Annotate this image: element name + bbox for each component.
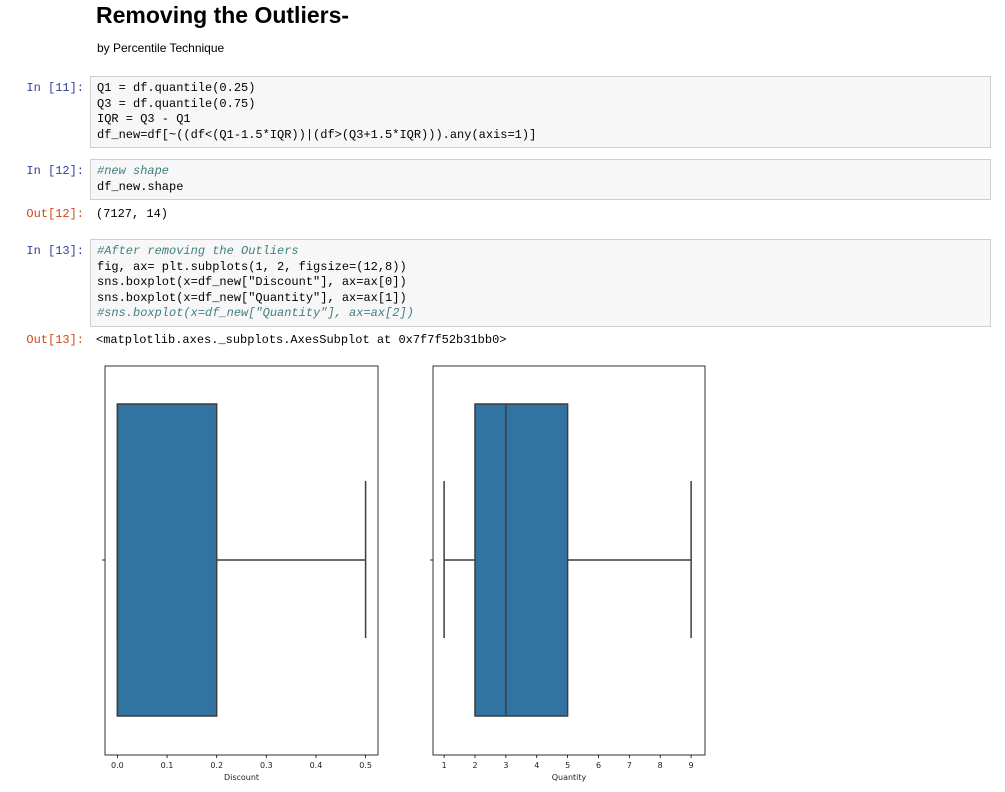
x-tick-label: 8 xyxy=(658,761,663,770)
code-line: fig, ax= plt.subplots(1, 2, figsize=(12,… xyxy=(97,259,407,274)
code-line: IQR = Q3 - Q1 xyxy=(97,112,191,126)
code-line: #new shape xyxy=(97,164,170,178)
code-cell: #After removing the Outliers fig, ax= plt… xyxy=(90,239,991,327)
x-tick-label: 0.0 xyxy=(111,761,124,770)
code-line: Q3 = df.quantile(0.75) xyxy=(97,96,256,111)
code-line: #After removing the Outliers xyxy=(97,244,299,258)
x-axis-label: Quantity xyxy=(552,773,587,782)
input-prompt: In [12]: xyxy=(26,164,84,178)
code-line: df_new.shape xyxy=(97,179,184,194)
output-prompt: Out[13]: xyxy=(26,333,84,347)
code-cell: #new shape df_new.shape xyxy=(90,159,991,200)
x-tick-label: 2 xyxy=(472,761,477,770)
code-line: sns.boxplot(x=df_new["Quantity"], ax=ax[… xyxy=(97,290,407,305)
code-line: #sns.boxplot(x=df_new["Quantity"], ax=ax… xyxy=(97,306,414,320)
output-prompt: Out[12]: xyxy=(26,207,84,221)
axes-frame xyxy=(104,365,379,756)
x-tick-label: 7 xyxy=(627,761,632,770)
input-prompt: In [11]: xyxy=(26,81,84,95)
input-prompt: In [13]: xyxy=(26,244,84,258)
x-tick-label: 0.1 xyxy=(161,761,174,770)
output-text: <matplotlib.axes._subplots.AxesSubplot a… xyxy=(96,333,507,347)
box xyxy=(116,403,218,717)
x-tick-label: 1 xyxy=(442,761,447,770)
code-line: df_new=df[~((df<(Q1-1.5*IQR))|(df>(Q3+1.… xyxy=(97,127,537,142)
axes-frame xyxy=(432,365,706,756)
x-axis-label: Discount xyxy=(224,773,259,782)
x-tick-label: 9 xyxy=(689,761,694,770)
heading: Removing the Outliers- xyxy=(96,2,350,28)
x-tick-label: 0.4 xyxy=(310,761,323,770)
box xyxy=(474,403,569,717)
x-tick-label: 0.2 xyxy=(210,761,223,770)
x-tick-label: 4 xyxy=(534,761,539,770)
x-tick-label: 0.5 xyxy=(359,761,372,770)
code-line: sns.boxplot(x=df_new["Discount"], ax=ax[… xyxy=(97,275,407,289)
x-tick-label: 6 xyxy=(596,761,601,770)
x-tick-label: 0.3 xyxy=(260,761,273,770)
x-tick-label: 5 xyxy=(565,761,570,770)
subheading: by Percentile Technique xyxy=(97,41,225,55)
x-tick-label: 3 xyxy=(503,761,508,770)
code-line: Q1 = df.quantile(0.25) xyxy=(97,81,256,95)
output-text: (7127, 14) xyxy=(96,207,169,221)
code-cell: Q1 = df.quantile(0.25) Q3 = df.quantile(0… xyxy=(90,76,991,148)
